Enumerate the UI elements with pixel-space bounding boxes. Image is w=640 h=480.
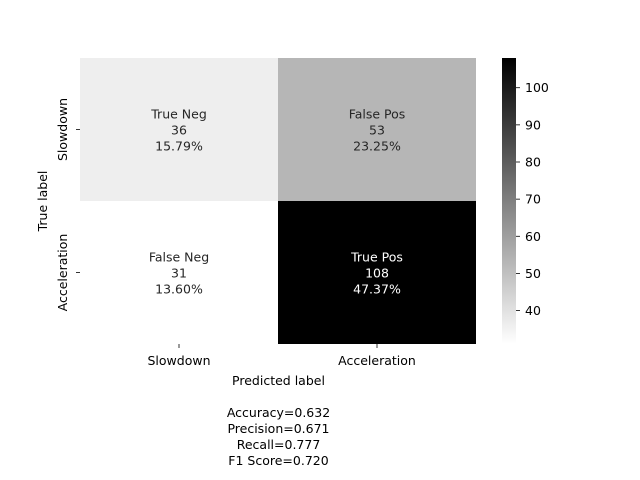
colorbar xyxy=(502,58,516,344)
cell-0-1-percent: 23.25% xyxy=(353,139,401,154)
colorbar-tick-label: 60 xyxy=(525,229,541,244)
x-axis-label: Predicted label xyxy=(232,373,325,388)
colorbar-tick-label: 100 xyxy=(525,80,549,95)
accuracy-stat: Accuracy=0.632 xyxy=(227,405,330,420)
heatmap-cell-false-pos xyxy=(278,58,476,201)
cell-0-0-count: 36 xyxy=(171,123,187,138)
cell-1-1-percent: 47.37% xyxy=(353,282,401,297)
cell-1-0-percent: 13.60% xyxy=(155,282,203,297)
y-tick-label: Slowdown xyxy=(55,98,70,161)
colorbar-tick-label: 70 xyxy=(525,192,541,207)
colorbar-tick-label: 50 xyxy=(525,266,541,281)
x-axis: Slowdown Acceleration xyxy=(147,344,416,368)
cell-1-0-label: False Neg xyxy=(149,250,209,265)
colorbar-tick-label: 40 xyxy=(525,303,541,318)
y-axis-label: True label xyxy=(35,171,50,233)
x-tick-label: Slowdown xyxy=(147,353,210,368)
y-axis: Slowdown Acceleration xyxy=(55,98,80,311)
cell-0-1-count: 53 xyxy=(369,123,385,138)
cell-1-1-count: 108 xyxy=(365,266,389,281)
colorbar-tick-label: 90 xyxy=(525,117,541,132)
recall-stat: Recall=0.777 xyxy=(237,437,321,452)
cell-1-1-label: True Pos xyxy=(350,250,403,265)
heatmap-cell-true-neg xyxy=(80,58,278,201)
colorbar-tick-label: 80 xyxy=(525,155,541,170)
colorbar-gradient xyxy=(502,58,516,344)
f1-score-stat: F1 Score=0.720 xyxy=(228,453,328,468)
cell-1-0-count: 31 xyxy=(171,266,187,281)
metrics-summary: Accuracy=0.632 Precision=0.671 Recall=0.… xyxy=(227,405,330,468)
cell-0-0-percent: 15.79% xyxy=(155,139,203,154)
precision-stat: Precision=0.671 xyxy=(227,421,329,436)
heatmap-cell-false-neg xyxy=(80,201,278,344)
heatmap-cells xyxy=(80,58,476,344)
cell-0-0-label: True Neg xyxy=(150,107,207,122)
x-tick-label: Acceleration xyxy=(338,353,416,368)
y-tick-label: Acceleration xyxy=(55,234,70,312)
cell-0-1-label: False Pos xyxy=(349,107,406,122)
heatmap-cell-true-pos xyxy=(278,201,476,344)
colorbar-ticks: 40 50 60 70 80 90 100 xyxy=(516,80,549,318)
